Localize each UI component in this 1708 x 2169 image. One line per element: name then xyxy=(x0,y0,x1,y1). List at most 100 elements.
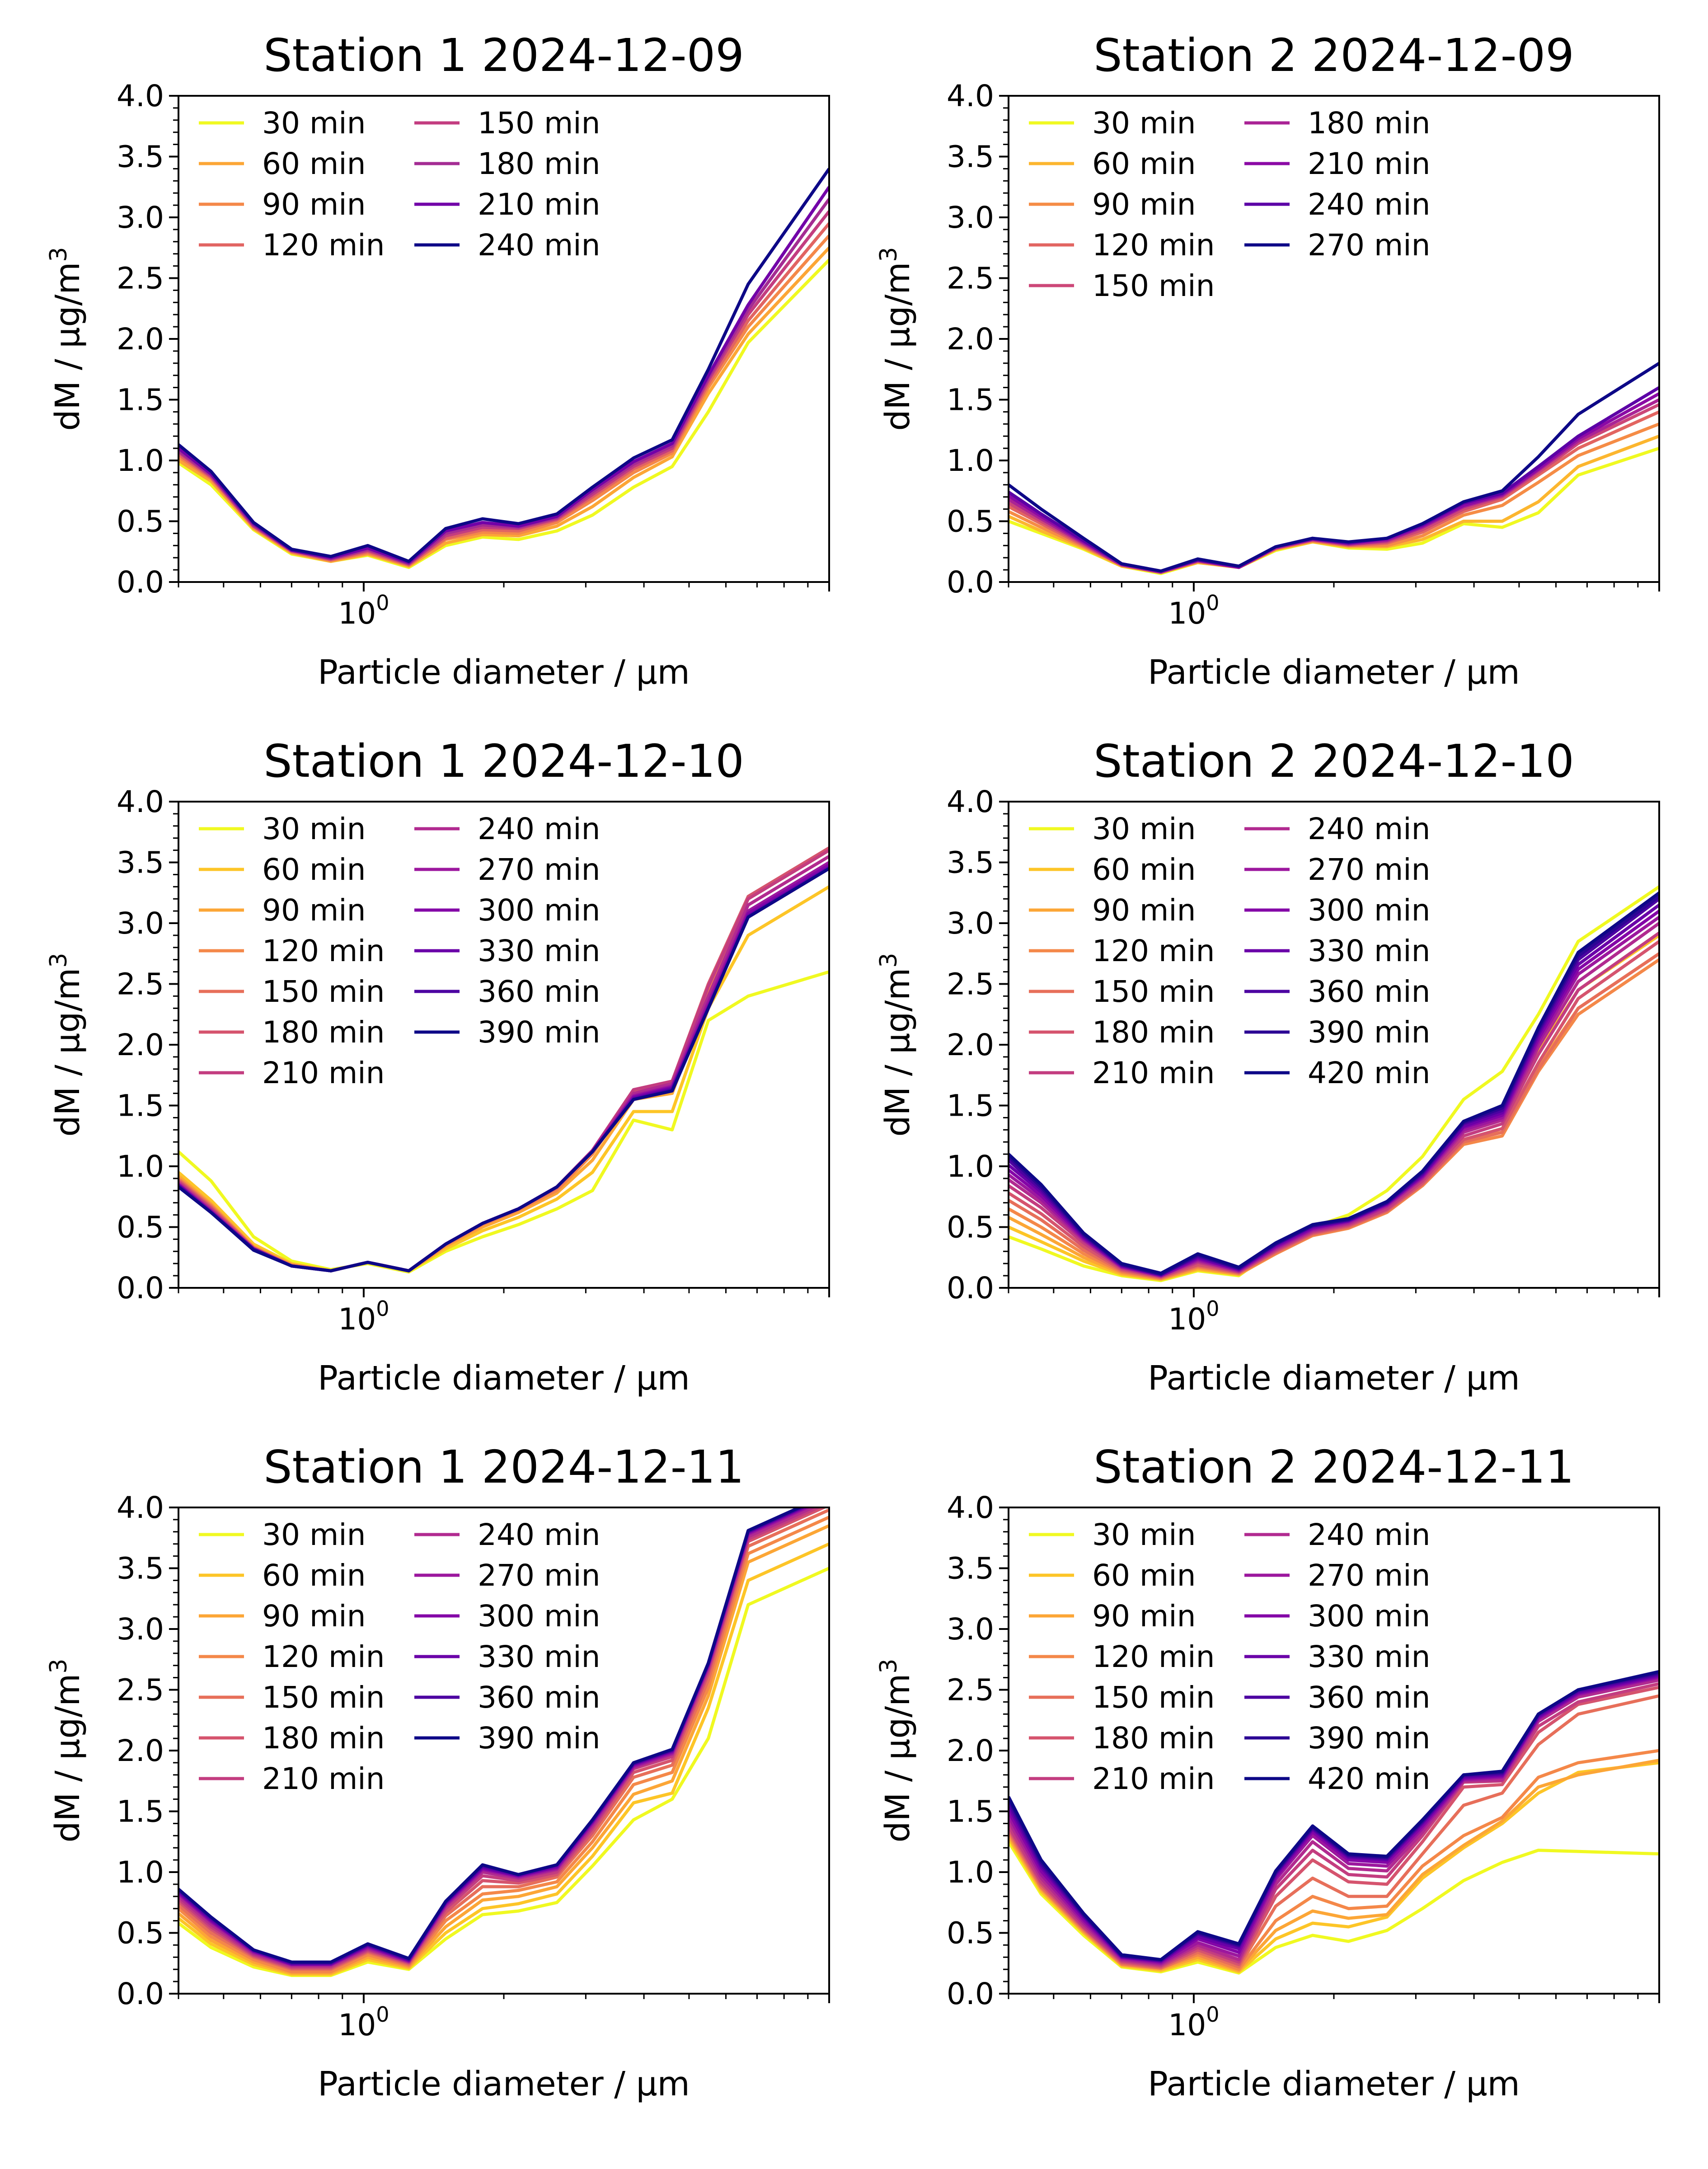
y-tick-label: 1.5 xyxy=(947,1089,994,1123)
legend-label: 150 min xyxy=(1092,268,1215,303)
chart-title: Station 2 2024-12-10 xyxy=(1093,735,1574,788)
y-tick-label: 3.5 xyxy=(947,845,994,880)
series-line-120-min xyxy=(178,1516,829,1974)
chart-title: Station 1 2024-12-10 xyxy=(263,735,744,788)
legend-label: 240 min xyxy=(478,812,600,846)
legend-label: 30 min xyxy=(1092,812,1196,846)
y-tick-label: 2.0 xyxy=(117,322,164,357)
series-line-420-min xyxy=(1009,891,1659,1275)
series-lines xyxy=(1009,362,1659,575)
legend-label: 420 min xyxy=(1308,1056,1430,1090)
legend-label: 60 min xyxy=(1092,852,1196,887)
legend-label: 90 min xyxy=(1092,893,1196,928)
series-line-300-min xyxy=(1009,1675,1659,1964)
y-tick-label: 3.5 xyxy=(947,140,994,174)
legend-label: 180 min xyxy=(1092,1015,1215,1050)
y-tick-label: 4.0 xyxy=(947,784,994,819)
series-line-120-min xyxy=(178,222,829,567)
y-tick-label: 4.0 xyxy=(117,79,164,113)
chart-title: Station 1 2024-12-11 xyxy=(263,1441,744,1493)
legend-label: 90 min xyxy=(1092,1599,1196,1634)
chart-panel-5: Station 1 2024-12-11 0.0 0.5 1.0 1.5 2.0 2.5 3.… xyxy=(45,1441,830,2103)
chart-panel-4: Station 2 2024-12-10 0.0 0.5 1.0 1.5 2.0 2.5 3.… xyxy=(875,735,1660,1398)
y-tick-label: 3.0 xyxy=(117,200,164,235)
chart-panel-1: Station 1 2024-12-09 0.0 0.5 1.0 1.5 2.0 2.5 3.… xyxy=(45,29,830,692)
legend-label: 180 min xyxy=(1308,106,1430,141)
legend-label: 360 min xyxy=(1308,974,1430,1009)
x-tick-label: 100 xyxy=(338,1296,389,1337)
legend-label: 180 min xyxy=(262,1015,385,1050)
legend-label: 210 min xyxy=(1308,146,1430,181)
y-tick-label: 2.0 xyxy=(947,1028,994,1062)
y-tick-label: 2.5 xyxy=(947,1673,994,1708)
legend-label: 300 min xyxy=(478,1599,600,1634)
legend-label: 270 min xyxy=(1308,228,1430,263)
legend-label: 150 min xyxy=(478,106,600,141)
y-tick-label: 1.0 xyxy=(947,443,994,478)
y-tick-label: 2.5 xyxy=(117,261,164,296)
legend-label: 210 min xyxy=(262,1761,385,1796)
legend-label: 120 min xyxy=(1092,934,1215,968)
y-tick-label: 4.0 xyxy=(947,1490,994,1525)
y-tick-label: 3.5 xyxy=(117,1551,164,1586)
chart-title: Station 2 2024-12-09 xyxy=(1093,29,1574,82)
legend-label: 30 min xyxy=(262,106,366,141)
y-tick-label: 0.5 xyxy=(947,504,994,539)
y-tick-label: 0.0 xyxy=(947,1271,994,1305)
series-line-390-min xyxy=(178,867,829,1272)
legend-label: 270 min xyxy=(1308,852,1430,887)
legend-label: 240 min xyxy=(1308,1517,1430,1552)
y-tick-label: 0.5 xyxy=(117,1210,164,1245)
legend-label: 60 min xyxy=(262,852,366,887)
y-tick-label: 2.0 xyxy=(117,1733,164,1768)
x-tick-label: 100 xyxy=(1168,1296,1219,1337)
legend-label: 30 min xyxy=(262,1517,366,1552)
legend-label: 390 min xyxy=(1308,1015,1430,1050)
y-tick-label: 4.0 xyxy=(117,1490,164,1525)
y-tick-label: 1.0 xyxy=(117,1149,164,1184)
chart-title: Station 2 2024-12-11 xyxy=(1093,1441,1574,1493)
y-axis-label: dM / μg/m3 xyxy=(875,953,917,1137)
series-line-90-min xyxy=(1009,423,1659,574)
legend-label: 270 min xyxy=(478,1558,600,1593)
y-axis-label: dM / μg/m3 xyxy=(45,247,87,431)
legend-label: 210 min xyxy=(478,187,600,222)
legend-label: 210 min xyxy=(1092,1056,1215,1090)
legend-label: 120 min xyxy=(262,1639,385,1674)
y-tick-label: 3.0 xyxy=(117,1612,164,1647)
y-tick-label: 3.0 xyxy=(947,200,994,235)
legend-label: 270 min xyxy=(478,852,600,887)
legend-label: 210 min xyxy=(1092,1761,1215,1796)
y-tick-label: 1.0 xyxy=(117,1855,164,1890)
y-tick-label: 0.0 xyxy=(947,565,994,600)
chart-panel-2: Station 2 2024-12-09 0.0 0.5 1.0 1.5 2.0 2.5 3.… xyxy=(875,29,1660,692)
y-tick-label: 3.5 xyxy=(117,845,164,880)
y-axis-label: dM / μg/m3 xyxy=(45,1659,87,1843)
y-tick-label: 1.0 xyxy=(947,1149,994,1184)
legend-label: 30 min xyxy=(1092,1517,1196,1552)
y-axis-label: dM / μg/m3 xyxy=(875,247,917,431)
y-tick-label: 1.0 xyxy=(117,443,164,478)
legend-label: 390 min xyxy=(478,1721,600,1756)
y-tick-label: 3.5 xyxy=(117,140,164,174)
y-tick-label: 1.5 xyxy=(117,383,164,418)
series-lines xyxy=(178,846,829,1274)
legend-label: 150 min xyxy=(262,1680,385,1715)
y-tick-label: 3.0 xyxy=(947,906,994,941)
legend-label: 30 min xyxy=(1092,106,1196,141)
legend-label: 90 min xyxy=(262,893,366,928)
x-axis-label: Particle diameter / μm xyxy=(1148,1359,1520,1398)
x-axis-label: Particle diameter / μm xyxy=(318,1359,690,1398)
y-tick-label: 0.0 xyxy=(117,565,164,600)
y-tick-label: 0.5 xyxy=(117,1916,164,1951)
legend-label: 60 min xyxy=(1092,1558,1196,1593)
series-line-330-min xyxy=(1009,1673,1659,1962)
legend-label: 90 min xyxy=(262,187,366,222)
legend-label: 330 min xyxy=(1308,934,1430,968)
y-axis-label: dM / μg/m3 xyxy=(875,1659,917,1843)
y-tick-label: 4.0 xyxy=(117,784,164,819)
series-lines xyxy=(178,1507,829,1977)
legend-label: 180 min xyxy=(478,146,600,181)
x-axis-label: Particle diameter / μm xyxy=(318,653,690,692)
y-tick-label: 0.5 xyxy=(117,504,164,539)
